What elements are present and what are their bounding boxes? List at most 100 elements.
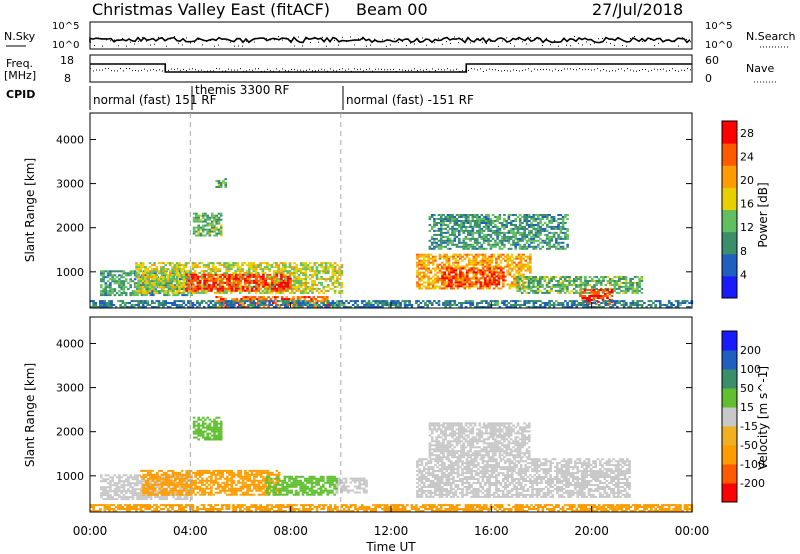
power-echo-cell xyxy=(295,285,298,288)
power-echo-cell xyxy=(166,276,170,278)
power-echo-cell xyxy=(309,304,312,306)
power-echo-cell xyxy=(427,263,430,266)
power-echo-cell xyxy=(299,285,303,288)
power-echo-cell xyxy=(290,302,294,304)
power-echo-cell xyxy=(174,294,178,297)
velocity-echo-cell xyxy=(100,492,103,495)
power-echo-cell xyxy=(338,272,341,274)
power-echo-cell xyxy=(606,295,609,297)
power-echo-cell xyxy=(451,220,454,222)
power-echo-cell xyxy=(575,291,578,294)
power-echo-cell xyxy=(239,278,242,280)
power-echo-cell xyxy=(658,300,662,303)
power-echo-cell xyxy=(429,269,433,272)
power-echo-cell xyxy=(482,241,486,244)
power-echo-cell xyxy=(333,280,337,282)
power-echo-cell xyxy=(430,243,434,246)
power-echo-cell xyxy=(351,300,355,303)
power-echo-cell xyxy=(293,270,296,273)
power-echo-cell xyxy=(529,267,532,270)
power-echo-cell xyxy=(118,280,121,283)
power-echo-cell xyxy=(108,304,111,306)
power-echo-cell xyxy=(583,291,587,293)
power-echo-cell xyxy=(478,224,481,226)
power-echo-cell xyxy=(487,239,490,242)
power-echo-cell xyxy=(148,274,152,276)
power-echo-cell xyxy=(563,278,567,280)
power-echo-cell xyxy=(514,247,517,250)
power-echo-cell xyxy=(164,289,168,292)
power-echo-cell xyxy=(196,302,199,304)
power-echo-cell xyxy=(160,262,163,265)
power-echo-cell xyxy=(225,264,228,267)
power-echo-cell xyxy=(491,231,495,234)
power-echo-cell xyxy=(242,304,246,306)
power-echo-cell xyxy=(263,268,267,271)
power-echo-cell xyxy=(636,287,639,290)
power-echo-cell xyxy=(109,292,112,295)
power-echo-cell xyxy=(214,272,217,274)
power-echo-cell xyxy=(523,229,526,232)
power-echo-cell xyxy=(155,274,159,276)
power-echo-cell xyxy=(246,275,249,278)
power-echo-cell xyxy=(141,285,145,288)
power-echo-cell xyxy=(201,273,204,276)
velocity-echo-cell xyxy=(120,490,123,493)
power-echo-cell xyxy=(207,272,210,274)
power-echo-cell xyxy=(444,220,447,222)
power-echo-cell xyxy=(475,267,478,270)
power-echo-cell xyxy=(210,273,213,276)
power-echo-cell xyxy=(279,280,283,282)
power-echo-cell xyxy=(295,264,298,267)
power-echo-cell xyxy=(241,277,245,280)
power-echo-cell xyxy=(356,300,359,303)
power-echo-cell xyxy=(530,225,533,228)
velocity-echo-cell xyxy=(102,480,105,483)
power-echo-cell xyxy=(517,283,521,286)
power-echo-cell xyxy=(523,276,526,278)
nsearch-dot xyxy=(158,36,159,38)
nave-dot xyxy=(354,68,355,70)
power-echo-cell xyxy=(552,218,556,220)
power-echo-cell xyxy=(106,294,110,297)
power-echo-cell xyxy=(214,304,217,306)
nsky-tick-top: 10^5 xyxy=(52,21,79,32)
power-echo-cell xyxy=(92,302,95,304)
power-echo-cell xyxy=(550,220,554,222)
power-echo-cell xyxy=(471,304,475,306)
power-echo-cell xyxy=(427,281,430,284)
power-echo-cell xyxy=(173,266,177,269)
power-echo-cell xyxy=(606,291,609,293)
power-echo-cell xyxy=(231,298,234,301)
velocity-echo-cell xyxy=(120,480,123,483)
power-echo-cell xyxy=(534,220,538,222)
power-echo-cell xyxy=(304,302,308,304)
power-echo-cell xyxy=(517,253,521,256)
power-echo-cell xyxy=(304,266,308,269)
power-echo-cell xyxy=(189,283,193,286)
power-echo-cell xyxy=(296,298,300,301)
power-echo-cell xyxy=(532,278,535,280)
power-echo-cell xyxy=(327,262,330,265)
power-echo-cell xyxy=(548,225,551,228)
power-echo-cell xyxy=(219,232,223,235)
nsearch-dot xyxy=(202,44,203,46)
power-echo-cell xyxy=(530,216,533,218)
power-echo-cell xyxy=(442,302,445,304)
power-echo-cell xyxy=(210,214,214,217)
power-echo-cell xyxy=(342,302,346,304)
power-echo-cell xyxy=(317,300,320,303)
power-echo-cell xyxy=(151,287,154,290)
power-echo-cell xyxy=(512,233,515,236)
power-echo-cell xyxy=(514,231,517,234)
power-echo-cell xyxy=(559,241,563,244)
power-echo-cell xyxy=(461,275,465,278)
power-echo-cell xyxy=(105,302,109,304)
power-echo-cell xyxy=(517,255,521,258)
power-echo-cell xyxy=(566,218,569,220)
power-echo-cell xyxy=(559,276,562,278)
power-echo-cell xyxy=(416,257,419,260)
nave-dot xyxy=(237,69,238,71)
nave-dot xyxy=(504,69,505,71)
power-echo-cell xyxy=(513,281,516,284)
